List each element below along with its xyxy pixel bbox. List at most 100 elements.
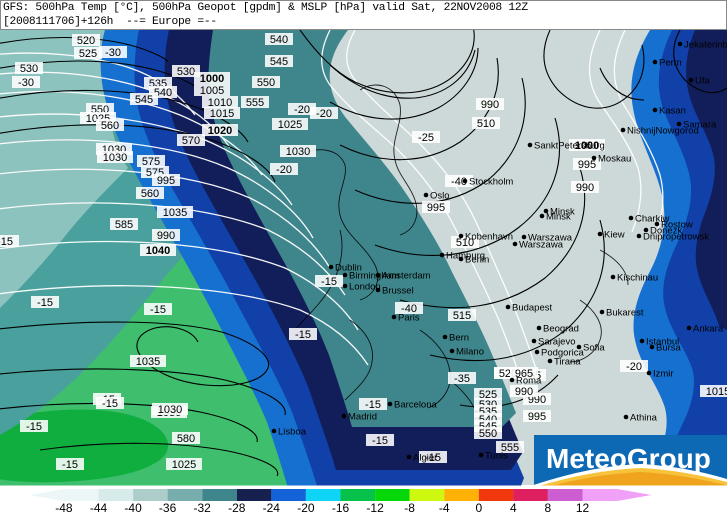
svg-text:995: 995 [157,175,175,187]
svg-text:Lisboa: Lisboa [278,427,307,438]
svg-text:540: 540 [270,34,288,46]
svg-text:NishnijNowgorod: NishnijNowgorod [627,126,699,137]
svg-text:-15: -15 [372,435,388,447]
svg-text:525: 525 [79,48,97,60]
svg-text:-24: -24 [263,501,281,515]
svg-text:Moskau: Moskau [598,154,631,165]
svg-text:-15: -15 [321,276,337,288]
svg-text:1030: 1030 [286,146,310,158]
svg-text:1030: 1030 [103,152,127,164]
svg-text:520: 520 [77,35,95,47]
svg-text:990: 990 [157,230,175,242]
svg-text:Kobenhavn: Kobenhavn [465,232,513,243]
svg-text:990: 990 [481,99,499,111]
svg-text:1015: 1015 [706,386,727,398]
svg-text:-8: -8 [404,501,415,515]
svg-text:Minsk: Minsk [546,212,571,223]
svg-text:510: 510 [477,118,495,130]
svg-text:Kischinau: Kischinau [617,273,658,284]
svg-text:-15: -15 [365,399,381,411]
svg-text:Tunis: Tunis [485,451,508,462]
svg-text:8: 8 [545,501,552,515]
svg-text:-44: -44 [90,501,108,515]
svg-text:560: 560 [141,188,159,200]
svg-text:990: 990 [576,182,594,194]
svg-text:530: 530 [20,63,38,75]
svg-text:Ufa: Ufa [695,76,711,87]
svg-text:Algier: Algier [413,453,437,464]
svg-text:-16: -16 [332,501,350,515]
svg-text:-20: -20 [294,104,310,116]
svg-text:Ankara: Ankara [693,324,724,335]
svg-text:Milano: Milano [456,347,484,358]
svg-text:1025: 1025 [278,119,302,131]
svg-text:-25: -25 [418,132,434,144]
svg-text:1000: 1000 [200,73,224,85]
svg-text:-28: -28 [228,501,246,515]
svg-text:Kasan: Kasan [659,106,686,117]
svg-text:1035: 1035 [136,356,160,368]
svg-text:990: 990 [515,386,533,398]
svg-text:545: 545 [270,56,288,68]
svg-text:Bukarest: Bukarest [606,308,644,319]
svg-text:Beograd: Beograd [543,324,579,335]
svg-text:-15: -15 [295,329,311,341]
svg-text:1005: 1005 [200,85,224,97]
svg-text:Amsterdam: Amsterdam [382,271,431,282]
svg-text:-15: -15 [37,297,53,309]
svg-text:580: 580 [177,433,195,445]
svg-text:Sofia: Sofia [583,343,605,354]
svg-text:Berlin: Berlin [465,255,489,266]
svg-text:4: 4 [510,501,517,515]
svg-text:-15: -15 [26,421,42,433]
svg-text:585: 585 [115,219,133,231]
svg-text:515: 515 [453,310,471,322]
svg-text:Athina: Athina [630,413,658,424]
svg-text:Dnipropetrowsk: Dnipropetrowsk [643,232,709,243]
svg-text:Bern: Bern [449,333,469,344]
svg-text:545: 545 [135,94,153,106]
svg-text:1015: 1015 [210,108,234,120]
svg-text:-30: -30 [105,47,121,59]
svg-text:-15: -15 [62,459,78,471]
svg-text:995: 995 [578,159,596,171]
svg-text:Bursa: Bursa [656,343,682,354]
svg-text:Sarajevo: Sarajevo [538,337,576,348]
svg-text:Barcelona: Barcelona [394,400,437,411]
svg-text:Roma: Roma [516,376,542,387]
svg-text:-48: -48 [55,501,73,515]
svg-text:Jekaterinburg: Jekaterinburg [684,40,727,51]
svg-text:1040: 1040 [146,245,170,257]
svg-text:560: 560 [101,120,119,132]
svg-text:-15: -15 [0,236,13,248]
svg-text:-15: -15 [102,398,118,410]
svg-text:Brussel: Brussel [382,286,414,297]
svg-text:-30: -30 [18,77,34,89]
svg-text:1025: 1025 [172,459,196,471]
svg-text:MeteoGroup: MeteoGroup [546,443,711,474]
svg-text:1020: 1020 [208,125,232,137]
svg-text:-20: -20 [316,108,332,120]
svg-text:-20: -20 [297,501,315,515]
svg-text:-20: -20 [626,361,642,373]
svg-text:-4: -4 [439,501,450,515]
svg-text:Izmir: Izmir [653,369,674,380]
svg-text:Budapest: Budapest [512,303,553,314]
svg-text:995: 995 [528,411,546,423]
svg-text:550: 550 [257,77,275,89]
svg-text:1030: 1030 [158,404,182,416]
svg-text:-15: -15 [150,304,166,316]
svg-text:Warszawa: Warszawa [528,233,573,244]
svg-text:-32: -32 [194,501,212,515]
svg-text:570: 570 [182,135,200,147]
svg-text:Kiew: Kiew [604,230,625,241]
svg-text:12: 12 [576,501,590,515]
svg-text:550: 550 [479,428,497,440]
svg-text:-12: -12 [366,501,384,515]
svg-text:1035: 1035 [163,207,187,219]
svg-text:SanktPetersburg: SanktPetersburg [534,141,605,152]
svg-text:Oslo: Oslo [430,191,450,202]
svg-text:Tirana: Tirana [554,357,581,368]
svg-text:Madrid: Madrid [348,412,377,423]
svg-text:-40: -40 [124,501,142,515]
